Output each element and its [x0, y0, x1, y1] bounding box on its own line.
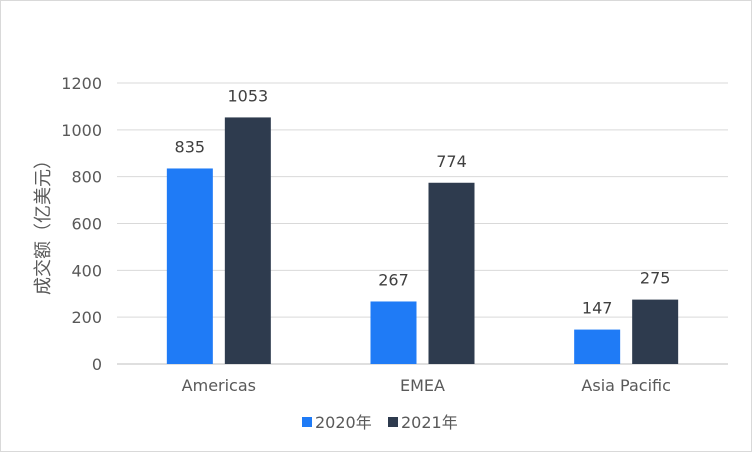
- y-tick-label: 600: [71, 215, 102, 234]
- bar-2-2: [428, 182, 475, 364]
- data-label: 774: [436, 152, 467, 171]
- category-labels: Americas EMEA Asia Pacific: [182, 376, 671, 395]
- y-tick-label: 800: [71, 168, 102, 187]
- gridlines: [117, 82, 728, 365]
- data-label: 147: [582, 299, 613, 318]
- bar-1-1: [166, 168, 213, 364]
- y-tick-label: 1000: [61, 121, 102, 140]
- legend-swatch: [302, 417, 312, 427]
- legend-label: 2020年: [315, 413, 372, 432]
- y-axis-title: 成交额（亿美元）: [33, 151, 54, 295]
- y-tick-label: 1200: [61, 74, 102, 93]
- category-label: EMEA: [400, 376, 445, 395]
- bar-1-3: [574, 329, 621, 364]
- data-labels: 835 1053 267 774 147 275: [175, 86, 671, 317]
- bar-2-1: [224, 117, 271, 364]
- y-tick-label: 0: [92, 355, 102, 374]
- data-label: 1053: [227, 86, 268, 105]
- category-label: Asia Pacific: [581, 376, 670, 395]
- y-tick-label: 400: [71, 261, 102, 280]
- bar-1-2: [370, 301, 417, 364]
- data-label: 267: [378, 270, 409, 289]
- legend: 2020年 2021年: [302, 413, 458, 432]
- y-tick-label: 200: [71, 308, 102, 327]
- bar-2-3: [632, 299, 679, 364]
- legend-swatch: [388, 417, 398, 427]
- bars: [166, 117, 679, 364]
- data-label: 275: [640, 269, 671, 288]
- legend-label: 2021年: [401, 413, 458, 432]
- data-label: 835: [175, 137, 206, 156]
- y-axis-ticks: 0 200 400 600 800 1000 1200: [61, 74, 102, 374]
- category-label: Americas: [182, 376, 256, 395]
